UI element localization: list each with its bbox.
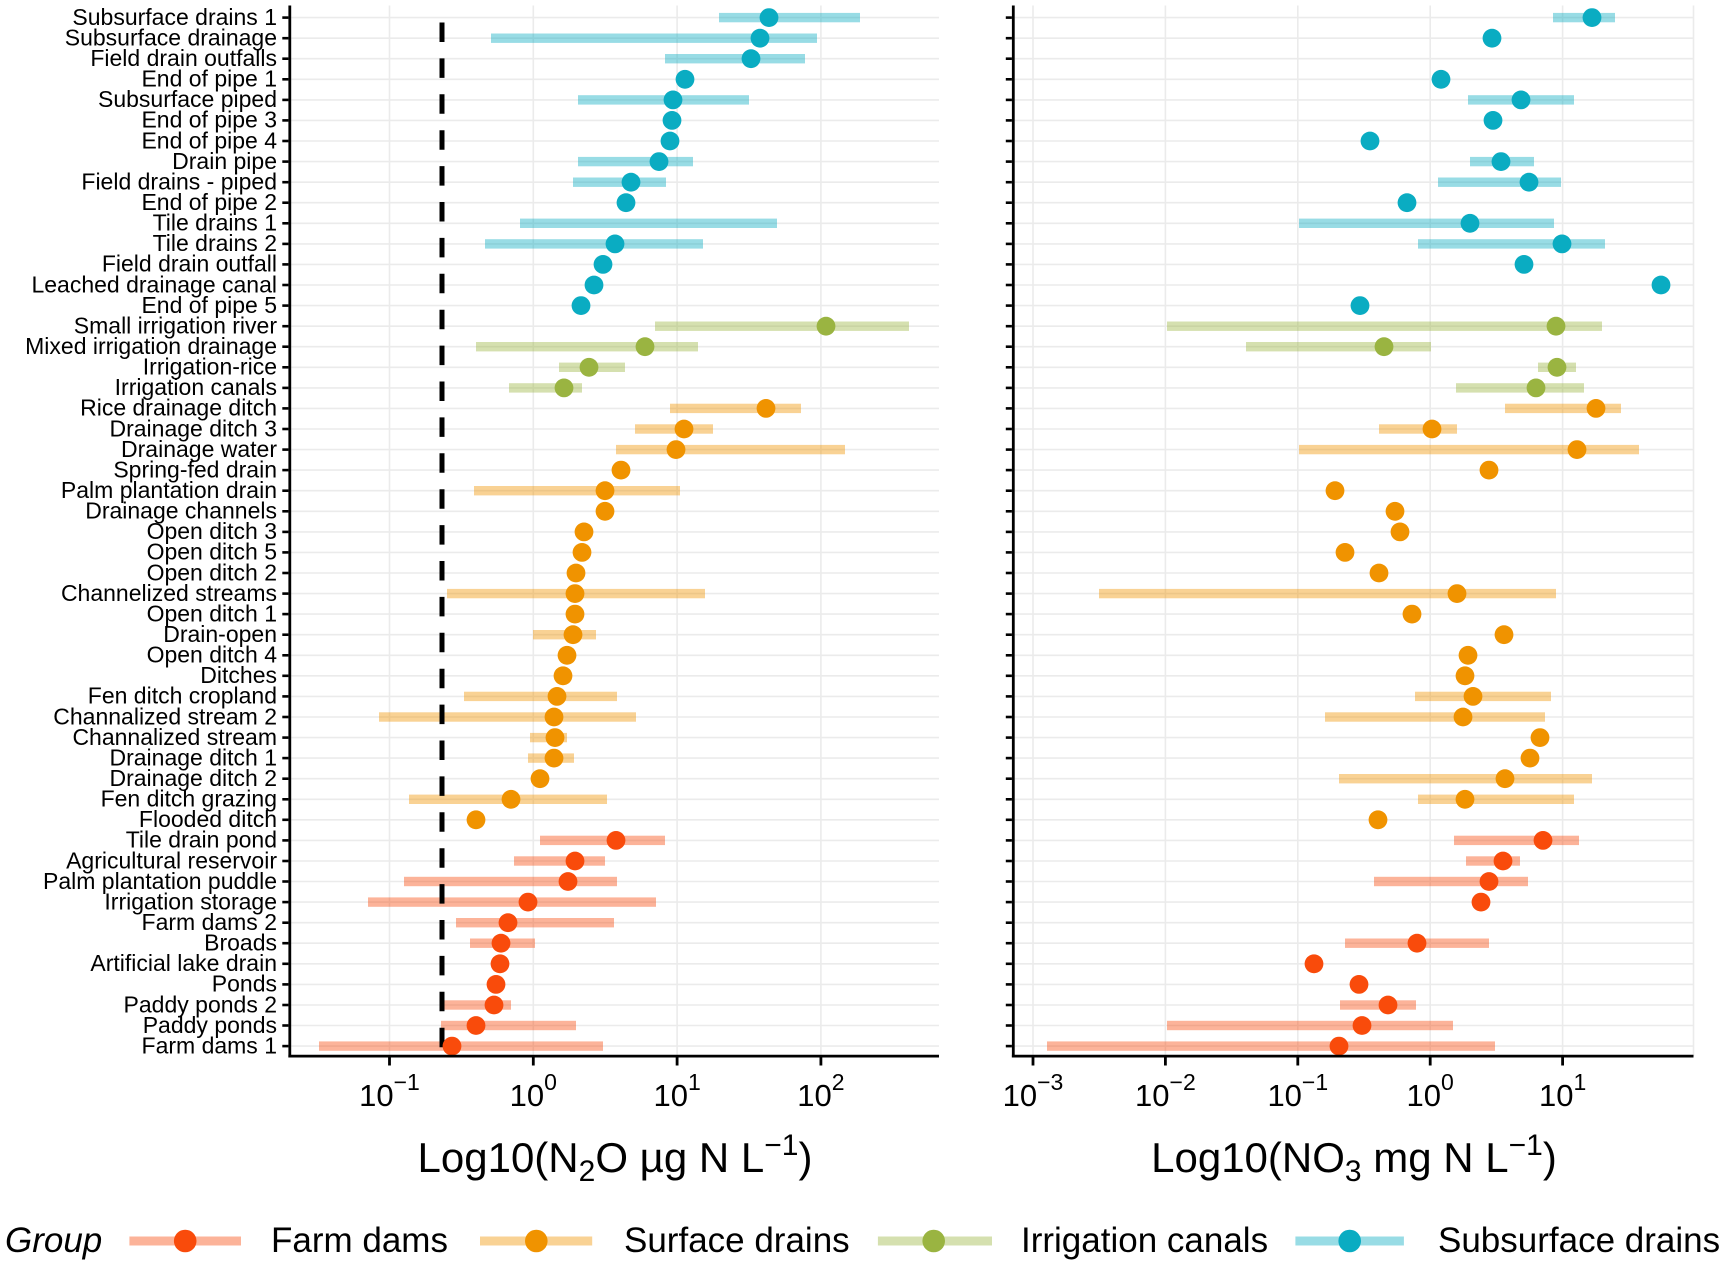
svg-text:Field drain outfall: Field drain outfall (102, 251, 277, 277)
svg-text:Drainage channels: Drainage channels (85, 498, 277, 524)
svg-text:Log10(NO3 mg N L−1): Log10(NO3 mg N L−1) (1151, 1129, 1557, 1188)
svg-text:Tile drains 2: Tile drains 2 (153, 230, 277, 256)
svg-text:Fen ditch grazing: Fen ditch grazing (101, 786, 277, 812)
svg-text:Surface drains: Surface drains (624, 1221, 850, 1260)
svg-text:Open ditch 4: Open ditch 4 (147, 642, 278, 668)
svg-text:Rice drainage ditch: Rice drainage ditch (80, 395, 277, 421)
svg-text:Subsurface drains: Subsurface drains (1438, 1221, 1720, 1260)
svg-text:Artificial lake drain: Artificial lake drain (90, 950, 277, 976)
svg-text:Irrigation canals: Irrigation canals (1021, 1221, 1268, 1260)
svg-text:Log10(N2O µg N L−1): Log10(N2O µg N L−1) (418, 1129, 813, 1188)
svg-text:Drainage water: Drainage water (121, 436, 277, 462)
svg-text:Tile drains 1: Tile drains 1 (153, 210, 277, 236)
svg-text:Broads: Broads (204, 930, 277, 956)
svg-text:Ponds: Ponds (212, 971, 277, 997)
svg-text:Open ditch 5: Open ditch 5 (147, 539, 277, 565)
svg-text:Agricultural reservoir: Agricultural reservoir (66, 847, 277, 873)
svg-text:End of pipe 5: End of pipe 5 (141, 292, 277, 318)
svg-text:Open ditch 3: Open ditch 3 (147, 518, 277, 544)
svg-text:Farm dams 1: Farm dams 1 (142, 1032, 277, 1058)
svg-text:Mixed irrigation drainage: Mixed irrigation drainage (25, 333, 277, 359)
svg-text:Subsurface drainage: Subsurface drainage (65, 25, 277, 51)
svg-text:Drainage ditch 1: Drainage ditch 1 (110, 744, 278, 770)
svg-text:Open ditch 2: Open ditch 2 (147, 559, 277, 585)
svg-text:Paddy ponds: Paddy ponds (143, 1012, 277, 1038)
svg-text:Subsurface drains 1: Subsurface drains 1 (72, 4, 277, 30)
svg-text:Field drains - piped: Field drains - piped (81, 169, 277, 195)
svg-text:End of pipe 2: End of pipe 2 (141, 189, 277, 215)
svg-text:Drain-open: Drain-open (163, 621, 277, 647)
svg-text:End of pipe 4: End of pipe 4 (141, 127, 277, 153)
svg-text:Irrigation-rice: Irrigation-rice (143, 354, 277, 380)
svg-text:Paddy ponds 2: Paddy ponds 2 (124, 991, 277, 1017)
svg-text:Irrigation canals: Irrigation canals (115, 374, 277, 400)
svg-text:Channalized stream 2: Channalized stream 2 (53, 703, 277, 729)
svg-text:Spring-fed drain: Spring-fed drain (113, 456, 277, 482)
svg-text:Fen ditch cropland: Fen ditch cropland (88, 683, 277, 709)
svg-text:Ditches: Ditches (200, 662, 277, 688)
svg-text:Flooded ditch: Flooded ditch (139, 806, 277, 832)
svg-text:Drainage ditch 2: Drainage ditch 2 (110, 765, 278, 791)
svg-text:Open ditch 1: Open ditch 1 (147, 600, 277, 626)
svg-text:Farm dams: Farm dams (271, 1221, 448, 1260)
svg-text:Group: Group (5, 1221, 102, 1260)
svg-text:Field drain outfalls: Field drain outfalls (90, 45, 277, 71)
svg-text:Tile drain pond: Tile drain pond (126, 827, 277, 853)
svg-text:Drain pipe: Drain pipe (172, 148, 277, 174)
svg-text:End of pipe 3: End of pipe 3 (141, 107, 277, 133)
svg-text:Channelized streams: Channelized streams (61, 580, 277, 606)
svg-text:Palm plantation drain: Palm plantation drain (61, 477, 277, 503)
svg-text:Leached drainage canal: Leached drainage canal (31, 271, 277, 297)
svg-text:End of pipe 1: End of pipe 1 (141, 66, 277, 92)
svg-text:Farm dams 2: Farm dams 2 (142, 909, 277, 935)
svg-text:Subsurface piped: Subsurface piped (98, 86, 277, 112)
svg-text:Drainage ditch 3: Drainage ditch 3 (110, 415, 278, 441)
svg-text:Irrigation storage: Irrigation storage (104, 888, 277, 914)
svg-text:Small irrigation river: Small irrigation river (74, 313, 278, 339)
svg-text:Channalized stream: Channalized stream (72, 724, 277, 750)
svg-text:Palm plantation puddle: Palm plantation puddle (43, 868, 277, 894)
